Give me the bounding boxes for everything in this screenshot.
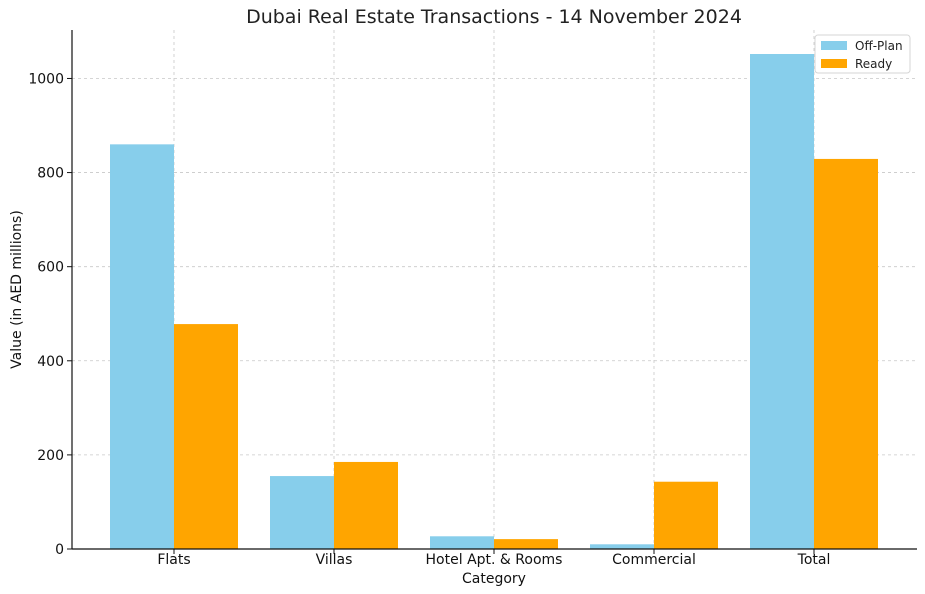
bar-off-plan-commercial bbox=[590, 544, 654, 549]
legend-swatch-ready bbox=[821, 59, 847, 68]
bar-ready-hotel-apt-rooms bbox=[494, 539, 558, 549]
y-tick-label-200: 200 bbox=[37, 448, 64, 464]
bar-ready-flats bbox=[174, 324, 238, 549]
legend-swatch-off-plan bbox=[821, 41, 847, 50]
x-tick-label-hotel-apt-rooms: Hotel Apt. & Rooms bbox=[426, 552, 563, 568]
legend-label-off-plan: Off-Plan bbox=[855, 39, 903, 53]
y-axis-ticks: 0 200 400 600 800 1000 bbox=[28, 71, 72, 558]
y-tick-label-1000: 1000 bbox=[28, 71, 64, 87]
x-axis-label: Category bbox=[462, 571, 526, 587]
legend-label-ready: Ready bbox=[855, 57, 892, 71]
y-tick-label-0: 0 bbox=[55, 542, 64, 558]
y-tick-label-400: 400 bbox=[37, 354, 64, 370]
chart-title: Dubai Real Estate Transactions - 14 Nove… bbox=[246, 6, 742, 28]
bar-ready-total bbox=[814, 158, 878, 549]
bar-off-plan-hotel-apt-rooms bbox=[430, 536, 494, 549]
y-tick-label-800: 800 bbox=[37, 166, 64, 182]
x-tick-label-total: Total bbox=[797, 552, 831, 568]
x-tick-label-commercial: Commercial bbox=[612, 552, 696, 568]
x-axis-ticks: Flats Villas Hotel Apt. & Rooms Commercial T… bbox=[157, 549, 830, 568]
y-tick-label-600: 600 bbox=[37, 260, 64, 276]
bar-ready-villas bbox=[334, 461, 398, 549]
y-axis-label: Value (in AED millions) bbox=[9, 210, 25, 369]
x-tick-label-flats: Flats bbox=[157, 552, 190, 568]
bar-off-plan-villas bbox=[270, 476, 334, 549]
bar-off-plan-flats bbox=[110, 144, 174, 550]
bar-ready-commercial bbox=[654, 481, 718, 549]
bars bbox=[110, 53, 878, 550]
x-tick-label-villas: Villas bbox=[316, 552, 353, 568]
bar-off-plan-total bbox=[750, 53, 814, 549]
legend: Off-Plan Ready bbox=[814, 34, 911, 74]
